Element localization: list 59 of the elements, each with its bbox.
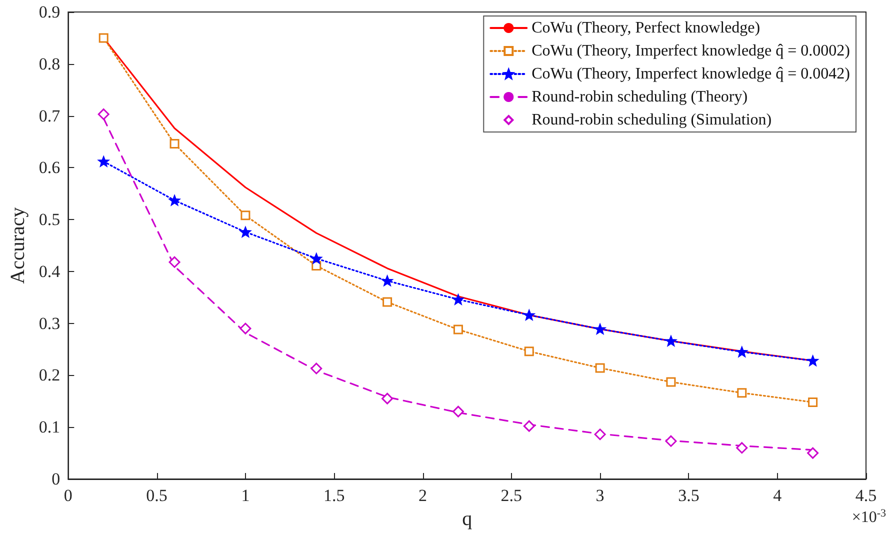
legend-label: Round-robin scheduling (Theory): [532, 88, 748, 106]
legend-label: CoWu (Theory, Perfect knowledge): [532, 20, 760, 36]
point: [382, 297, 392, 307]
y-tick-label: 0.7: [38, 106, 61, 126]
point: [452, 406, 464, 418]
point: [808, 356, 818, 366]
point: [382, 392, 394, 404]
point: [311, 253, 322, 264]
point: [240, 322, 252, 334]
y-tick-label: 0.9: [38, 2, 60, 22]
y-tick-label: 0.5: [38, 210, 60, 230]
point: [524, 310, 534, 320]
x-tick-label: 2: [418, 486, 427, 505]
legend-label: CoWu (Theory, Imperfect knowledge q̂ = 0.0042): [532, 66, 850, 82]
y-tick-label: 0.1: [38, 418, 60, 437]
point: [170, 139, 180, 149]
point: [594, 428, 606, 440]
point: [382, 276, 393, 286]
point: [240, 226, 251, 238]
point: [310, 362, 322, 374]
x-tick-label: 2.5: [500, 486, 522, 505]
x-tick-label: 3.5: [678, 486, 700, 505]
point: [452, 294, 464, 304]
legend-label: CoWu (Theory, Imperfect knowledge q̂ = 0.0002): [532, 42, 850, 60]
point: [666, 336, 676, 346]
legend-label: Round-robin scheduling (Simulation): [532, 112, 772, 128]
x-tick-label: 1.5: [323, 486, 345, 505]
point: [665, 435, 677, 447]
point: [98, 33, 108, 43]
x-tick-label: 1: [241, 486, 250, 505]
x-tick-label: 0: [64, 486, 72, 505]
point: [168, 256, 180, 268]
y-tick-label: 0.6: [38, 158, 60, 178]
point: [98, 156, 109, 166]
y-tick-label: 0.4: [38, 262, 61, 281]
point: [595, 363, 605, 373]
point: [808, 397, 818, 407]
y-tick-label: 0: [52, 470, 60, 488]
point: [169, 195, 180, 206]
x-tick-label: 3: [596, 486, 604, 505]
point: [240, 210, 250, 220]
x-tick-label: 4.5: [855, 486, 877, 505]
point: [524, 346, 534, 356]
point: [453, 324, 463, 334]
x-axis-title: q: [462, 508, 472, 530]
x-tick-label: 4: [773, 486, 782, 505]
point: [736, 346, 748, 357]
point: [666, 377, 676, 387]
point: [807, 447, 819, 459]
y-tick-label: 0.8: [38, 54, 60, 74]
y-tick-label: 0.2: [38, 366, 60, 385]
point: [594, 324, 606, 334]
point: [736, 442, 748, 454]
point: [98, 108, 110, 120]
x-tick-label: 0.5: [146, 486, 168, 505]
y-axis-title: Accuracy: [7, 207, 29, 284]
y-tick-label: 0.3: [38, 314, 60, 333]
point: [737, 388, 747, 398]
point: [523, 420, 535, 432]
